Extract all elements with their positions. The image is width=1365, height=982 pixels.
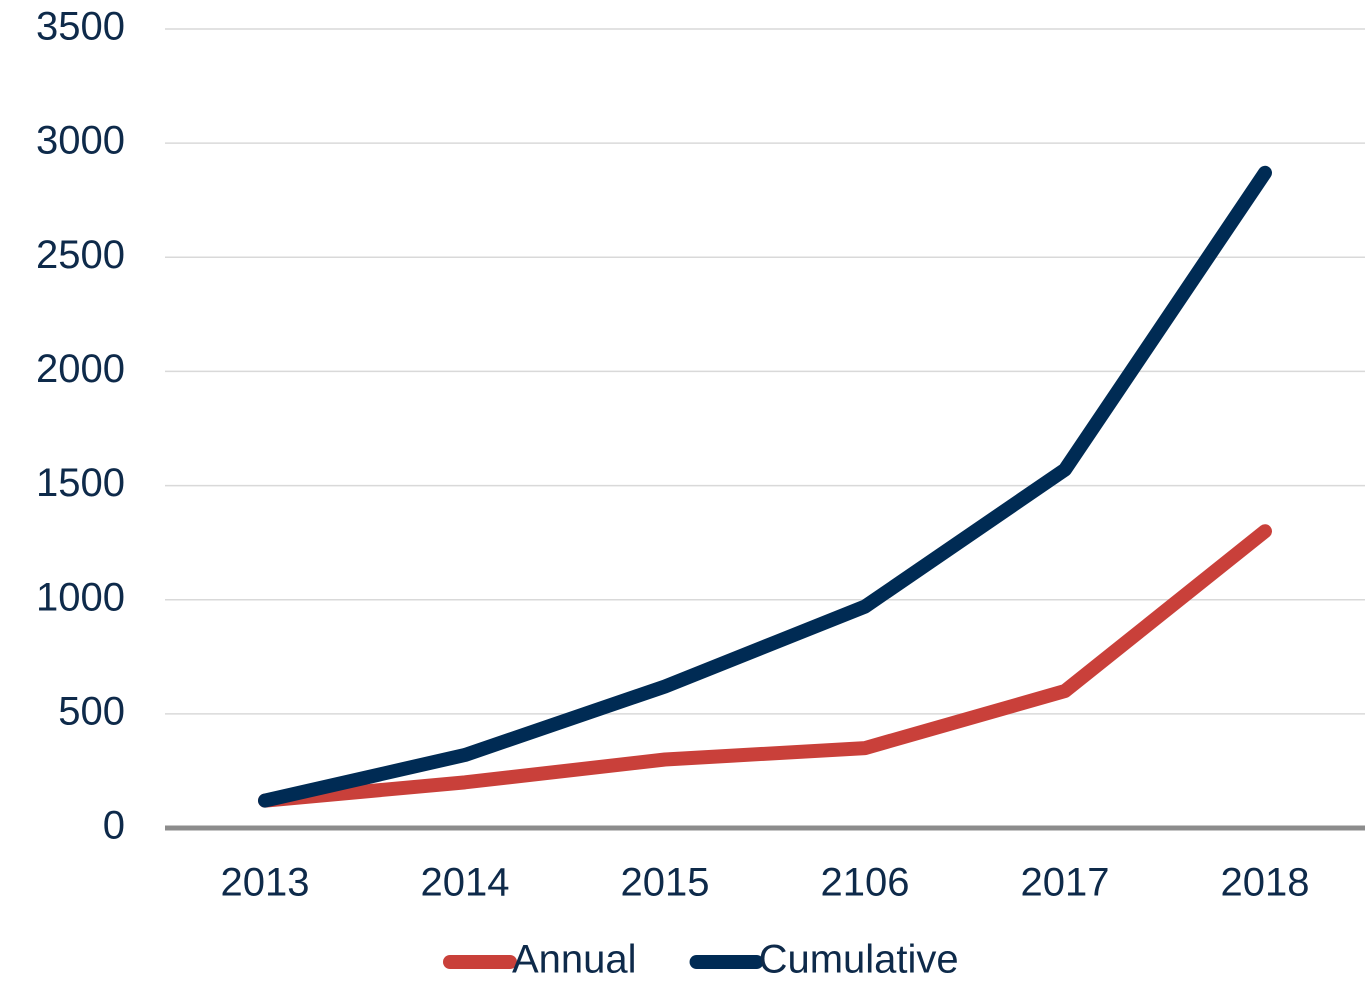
legend-label: Cumulative	[759, 938, 959, 982]
y-tick-label: 500	[58, 689, 125, 733]
x-tick-label: 2015	[621, 861, 710, 905]
y-tick-label: 3000	[36, 119, 125, 163]
y-tick-label: 2000	[36, 347, 125, 391]
x-tick-label: 2018	[1221, 861, 1310, 905]
x-tick-label: 2106	[821, 861, 910, 905]
line-series	[258, 524, 1272, 808]
y-tick-label: 2500	[36, 233, 125, 277]
y-tick-label: 1000	[36, 575, 125, 619]
y-tick-label: 3500	[36, 5, 125, 49]
x-tick-label: 2014	[421, 861, 510, 905]
line-series	[258, 165, 1272, 808]
y-tick-label: 0	[103, 804, 125, 848]
legend-label: Annual	[512, 938, 637, 982]
x-tick-label: 2013	[221, 861, 310, 905]
x-tick-label: 2017	[1021, 861, 1110, 905]
y-tick-label: 1500	[36, 461, 125, 505]
